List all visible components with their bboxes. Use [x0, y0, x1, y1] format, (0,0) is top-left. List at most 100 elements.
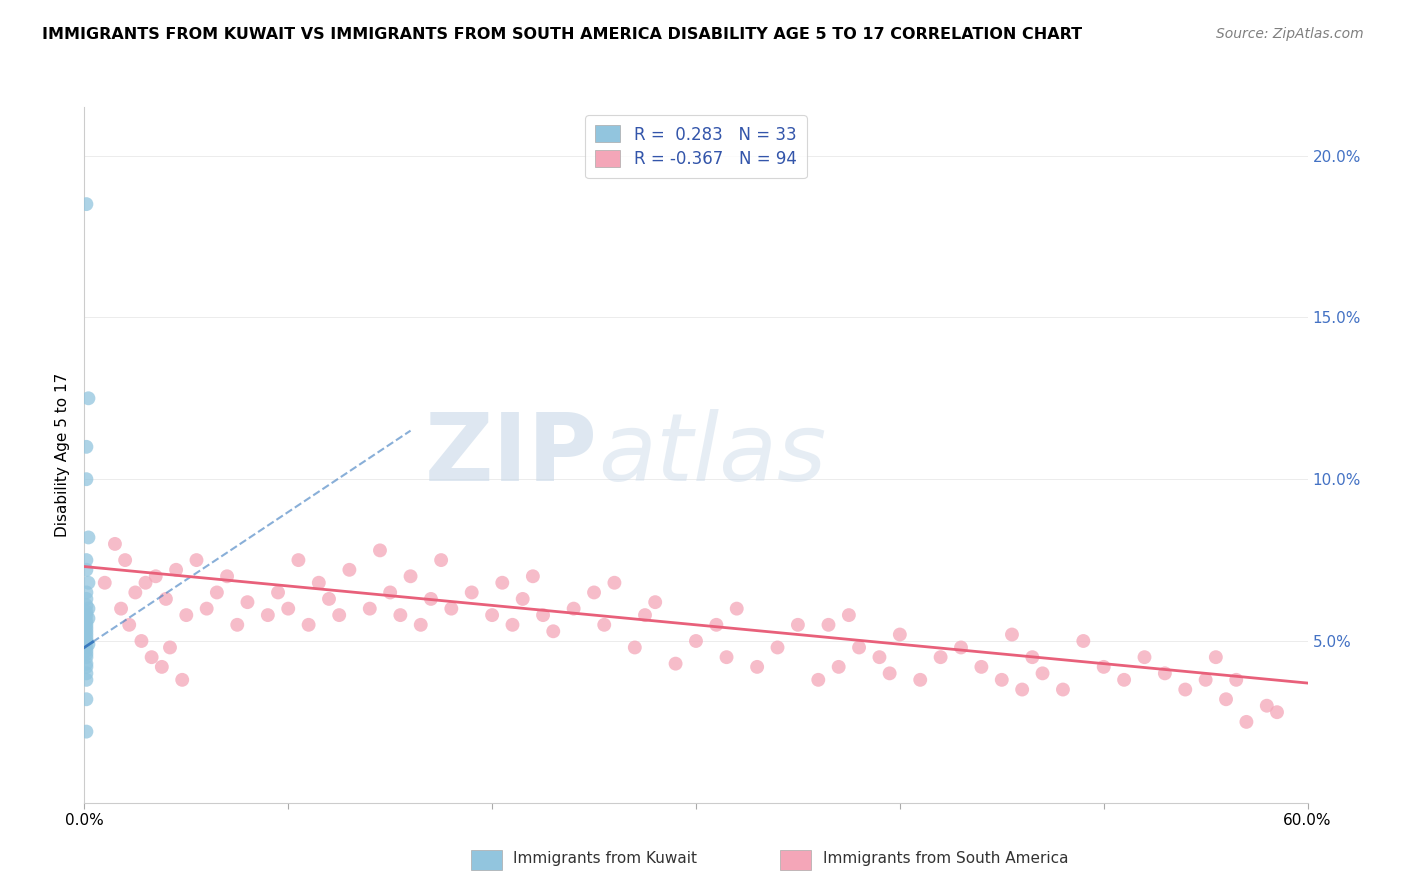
Point — [75, 660, 97, 674]
Text: Immigrants from Kuwait: Immigrants from Kuwait — [513, 852, 697, 866]
Point — [1256, 698, 1278, 713]
Point — [908, 673, 931, 687]
Point — [827, 660, 849, 674]
Point — [409, 617, 432, 632]
Point — [634, 608, 657, 623]
Point — [75, 197, 97, 211]
Point — [75, 617, 97, 632]
Point — [141, 650, 163, 665]
Point — [970, 660, 993, 674]
Point — [145, 569, 167, 583]
Point — [1153, 666, 1175, 681]
Point — [75, 643, 97, 657]
Point — [929, 650, 952, 665]
Text: Immigrants from South America: Immigrants from South America — [823, 852, 1069, 866]
Point — [593, 617, 616, 632]
Point — [991, 673, 1014, 687]
Point — [75, 634, 97, 648]
Point — [257, 608, 280, 623]
Point — [165, 563, 187, 577]
Point — [75, 627, 97, 641]
Point — [75, 585, 97, 599]
Point — [328, 608, 350, 623]
Point — [368, 543, 391, 558]
Point — [75, 615, 97, 629]
Point — [75, 440, 97, 454]
Point — [75, 472, 97, 486]
Point — [77, 637, 100, 651]
Point — [1133, 650, 1156, 665]
Point — [110, 601, 132, 615]
Point — [277, 601, 299, 615]
Point — [77, 575, 100, 590]
Point — [725, 601, 748, 615]
Point — [1215, 692, 1237, 706]
Point — [75, 650, 97, 665]
Point — [75, 624, 97, 639]
Point — [440, 601, 463, 615]
Point — [685, 634, 707, 648]
Point — [150, 660, 173, 674]
Point — [186, 553, 208, 567]
Point — [950, 640, 973, 655]
Point — [226, 617, 249, 632]
Point — [75, 666, 97, 681]
Point — [838, 608, 860, 623]
Point — [531, 608, 554, 623]
Point — [287, 553, 309, 567]
Point — [75, 605, 97, 619]
Point — [135, 575, 157, 590]
Point — [114, 553, 136, 567]
Point — [75, 647, 97, 661]
Point — [380, 585, 402, 599]
Point — [562, 601, 585, 615]
Point — [1071, 634, 1094, 648]
Point — [664, 657, 686, 671]
Point — [461, 585, 484, 599]
Point — [869, 650, 891, 665]
Point — [889, 627, 911, 641]
Text: atlas: atlas — [598, 409, 827, 500]
Point — [481, 608, 503, 623]
Point — [1021, 650, 1043, 665]
Point — [298, 617, 321, 632]
Point — [77, 601, 100, 615]
Point — [807, 673, 830, 687]
Point — [75, 692, 97, 706]
Point — [399, 569, 422, 583]
Point — [75, 553, 97, 567]
Y-axis label: Disability Age 5 to 17: Disability Age 5 to 17 — [55, 373, 70, 537]
Point — [1234, 714, 1257, 729]
Point — [124, 585, 146, 599]
Point — [308, 575, 330, 590]
Point — [389, 608, 412, 623]
Point — [118, 617, 141, 632]
Point — [267, 585, 290, 599]
Point — [430, 553, 453, 567]
Point — [766, 640, 789, 655]
Point — [1195, 673, 1218, 687]
Point — [205, 585, 228, 599]
Point — [75, 631, 97, 645]
Point — [603, 575, 626, 590]
Point — [1225, 673, 1247, 687]
Point — [75, 657, 97, 671]
Point — [1001, 627, 1024, 641]
Point — [104, 537, 127, 551]
Point — [582, 585, 605, 599]
Point — [624, 640, 647, 655]
Point — [716, 650, 738, 665]
Point — [75, 563, 97, 577]
Point — [318, 591, 340, 606]
Point — [848, 640, 870, 655]
Point — [75, 621, 97, 635]
Point — [75, 640, 97, 655]
Text: Source: ZipAtlas.com: Source: ZipAtlas.com — [1216, 27, 1364, 41]
Point — [93, 575, 115, 590]
Point — [75, 673, 97, 687]
Point — [787, 617, 810, 632]
Point — [1205, 650, 1227, 665]
Point — [512, 591, 534, 606]
Point — [236, 595, 259, 609]
Point — [359, 601, 381, 615]
